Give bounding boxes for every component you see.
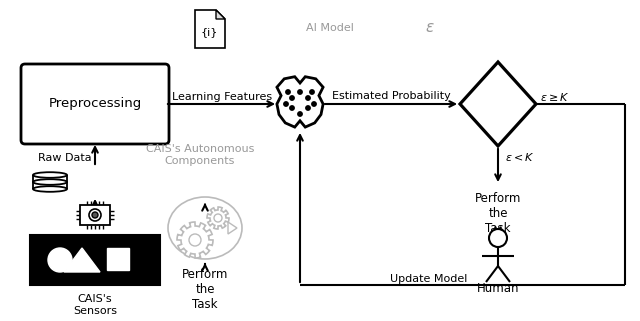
Text: Update Model: Update Model xyxy=(390,274,467,284)
Circle shape xyxy=(89,209,101,221)
Text: $\epsilon$: $\epsilon$ xyxy=(425,21,435,36)
Polygon shape xyxy=(228,222,237,234)
Circle shape xyxy=(306,106,310,110)
Text: Estimated Probability: Estimated Probability xyxy=(332,91,451,101)
Text: $\epsilon < K$: $\epsilon < K$ xyxy=(505,151,534,163)
Circle shape xyxy=(290,96,294,100)
Text: Perform
the
Task: Perform the Task xyxy=(182,268,228,311)
Text: Human: Human xyxy=(477,282,519,294)
Text: CAIS's
Sensors: CAIS's Sensors xyxy=(73,294,117,316)
Ellipse shape xyxy=(168,197,242,259)
Ellipse shape xyxy=(33,179,67,185)
Text: Raw Data: Raw Data xyxy=(38,153,92,163)
Polygon shape xyxy=(195,10,225,48)
Circle shape xyxy=(290,106,294,110)
Circle shape xyxy=(298,90,302,94)
Circle shape xyxy=(286,90,290,94)
Text: CAIS's Autonomous
Components: CAIS's Autonomous Components xyxy=(146,144,254,166)
Circle shape xyxy=(310,90,314,94)
Text: AI Model: AI Model xyxy=(306,23,354,33)
Circle shape xyxy=(48,248,72,272)
Text: Perform
the
Task: Perform the Task xyxy=(475,192,521,235)
Polygon shape xyxy=(207,207,229,229)
Circle shape xyxy=(489,229,507,247)
Circle shape xyxy=(284,102,288,106)
Circle shape xyxy=(189,234,201,246)
Polygon shape xyxy=(460,62,536,146)
Text: {i}: {i} xyxy=(200,27,218,37)
Polygon shape xyxy=(64,248,100,272)
FancyBboxPatch shape xyxy=(21,64,169,144)
Circle shape xyxy=(306,96,310,100)
Circle shape xyxy=(312,102,316,106)
Circle shape xyxy=(298,112,302,116)
Ellipse shape xyxy=(33,186,67,192)
Circle shape xyxy=(92,212,98,218)
Text: Preprocessing: Preprocessing xyxy=(49,98,141,110)
Polygon shape xyxy=(277,77,323,127)
Text: Learning Features: Learning Features xyxy=(172,92,272,102)
Polygon shape xyxy=(216,10,225,19)
Bar xyxy=(107,248,129,270)
Polygon shape xyxy=(177,222,213,258)
Text: $\epsilon \geq K$: $\epsilon \geq K$ xyxy=(540,91,570,103)
Circle shape xyxy=(214,214,222,222)
Bar xyxy=(80,205,110,225)
Ellipse shape xyxy=(33,172,67,178)
Bar xyxy=(30,235,160,285)
